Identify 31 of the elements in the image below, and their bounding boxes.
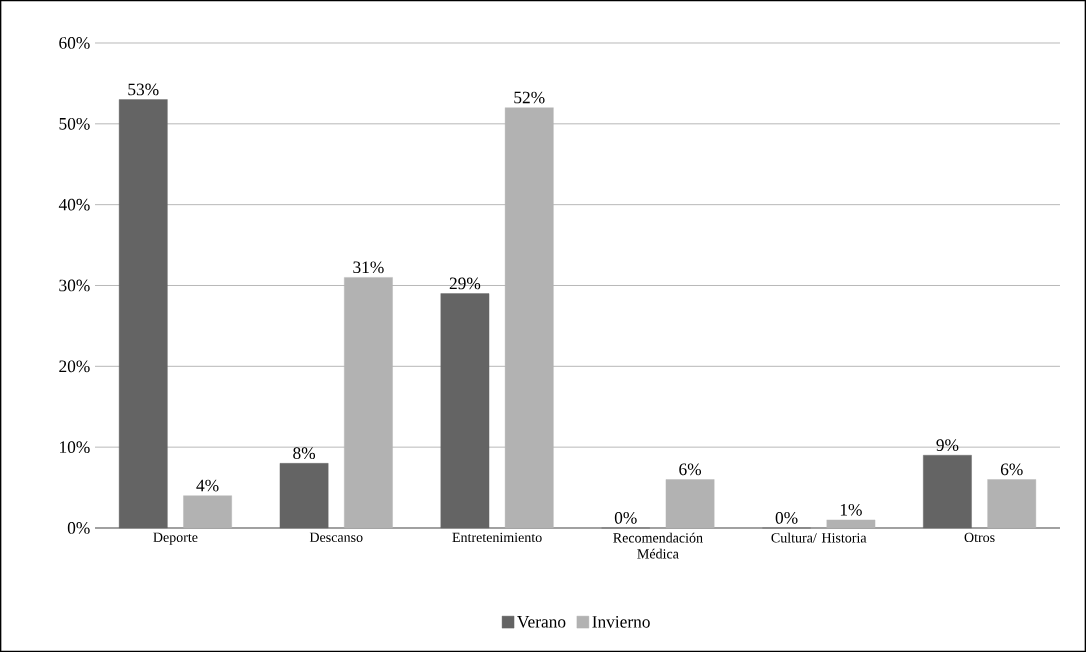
x-tick-label: Deporte xyxy=(153,532,198,545)
data-label: 4% xyxy=(196,479,219,492)
x-tick-label: Cultura/ Historia xyxy=(771,532,867,543)
x-tick-label: Descanso xyxy=(309,532,363,543)
data-label: 9% xyxy=(936,439,959,451)
bar xyxy=(826,519,876,529)
bar xyxy=(987,479,1037,529)
y-tick-label: 10% xyxy=(60,441,90,454)
data-label: 53% xyxy=(128,83,159,96)
legend-label: Invierno xyxy=(592,616,650,628)
y-tick-label: 30% xyxy=(59,279,90,292)
x-tick-label: Recomendación Médica xyxy=(613,532,703,559)
data-label: 31% xyxy=(353,261,384,274)
data-label: 52% xyxy=(514,91,545,104)
y-tick-label: 60% xyxy=(59,37,90,49)
y-tick-label: 40% xyxy=(58,198,90,211)
data-label: 6% xyxy=(679,463,702,476)
y-tick-label: 20% xyxy=(59,360,90,373)
x-tick-label: Otros xyxy=(964,532,995,543)
legend-label: Verano xyxy=(517,616,566,628)
y-tick-label: 50% xyxy=(59,117,90,130)
x-tick-label: Entretenimiento xyxy=(452,532,542,543)
bar xyxy=(665,479,715,529)
data-label: 8% xyxy=(293,447,316,460)
data-label: 6% xyxy=(1000,463,1023,476)
data-label: 0% xyxy=(614,511,637,524)
y-tick-label: 0% xyxy=(67,522,90,534)
data-label: 1% xyxy=(840,503,862,516)
data-label: 0% xyxy=(775,511,798,524)
bar xyxy=(183,495,232,529)
data-label: 29% xyxy=(449,277,481,290)
